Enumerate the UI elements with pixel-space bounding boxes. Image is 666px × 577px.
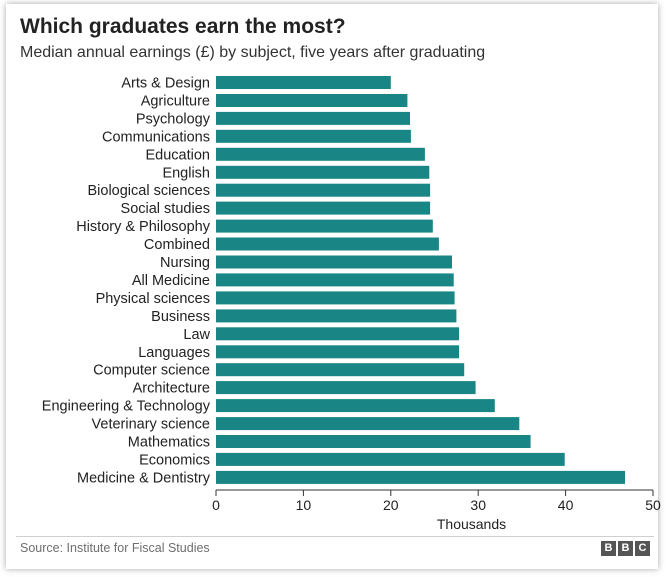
category-label: Economics — [139, 452, 210, 468]
bar — [216, 399, 495, 413]
bar — [216, 237, 439, 251]
bar — [216, 147, 425, 161]
x-tick-label: 30 — [470, 497, 486, 513]
bar — [216, 327, 459, 341]
category-label: Nursing — [160, 255, 210, 271]
bar — [216, 363, 465, 377]
bar — [216, 94, 408, 107]
bar — [216, 165, 430, 179]
bar — [216, 183, 431, 197]
bar — [216, 417, 520, 431]
bbc-logo-letter: C — [635, 541, 650, 556]
bar — [216, 345, 459, 359]
footer-divider — [16, 536, 654, 537]
chart-title: Which graduates earn the most? — [20, 15, 346, 38]
category-label: Physical sciences — [96, 291, 210, 307]
category-label: English — [162, 165, 210, 181]
bar — [216, 129, 411, 143]
category-label: Agriculture — [141, 94, 210, 110]
category-label: History & Philosophy — [76, 219, 211, 235]
bar — [216, 291, 455, 305]
category-label: Medicine & Dentistry — [77, 470, 211, 486]
category-label: Architecture — [133, 381, 210, 397]
category-label: Communications — [102, 129, 210, 145]
bar — [216, 76, 391, 89]
category-label: Social studies — [121, 201, 210, 217]
category-label: Languages — [138, 345, 210, 361]
source-note: Source: Institute for Fiscal Studies — [20, 541, 210, 555]
bar — [216, 201, 431, 215]
bar — [216, 219, 433, 233]
x-tick-label: 40 — [558, 497, 574, 513]
bar — [216, 381, 476, 395]
bar — [216, 435, 531, 448]
x-tick-label: 50 — [645, 497, 661, 513]
category-label: All Medicine — [132, 273, 210, 289]
category-label: Biological sciences — [87, 183, 210, 199]
category-label: Engineering & Technology — [42, 399, 211, 415]
x-axis-label: Thousands — [437, 516, 506, 532]
category-label: Computer science — [93, 363, 210, 379]
category-label: Combined — [144, 237, 210, 253]
bar — [216, 111, 410, 125]
category-label: Psychology — [136, 111, 211, 127]
bbc-logo-letter: B — [601, 541, 616, 556]
category-label: Mathematics — [128, 435, 210, 451]
category-label: Business — [151, 309, 210, 325]
chart-subtitle: Median annual earnings (£) by subject, f… — [20, 44, 486, 61]
bbc-logo: B B C — [601, 541, 650, 556]
category-label: Arts & Design — [121, 76, 210, 92]
bar — [216, 255, 452, 269]
bbc-logo-letter: B — [618, 541, 633, 556]
category-label: Law — [183, 327, 210, 343]
category-label: Education — [146, 147, 211, 163]
bar — [216, 273, 454, 287]
x-tick-label: 10 — [296, 497, 312, 513]
bar — [216, 470, 625, 484]
x-tick-label: 20 — [383, 497, 399, 513]
x-tick-label: 0 — [212, 497, 220, 513]
bar — [216, 452, 565, 466]
category-label: Veterinary science — [92, 417, 210, 433]
bar — [216, 309, 457, 323]
